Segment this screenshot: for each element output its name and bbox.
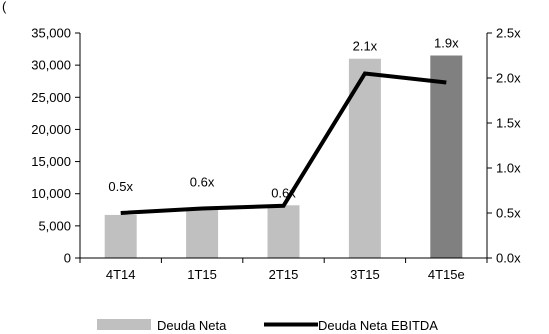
x-tick-label: 3T15 (350, 267, 380, 282)
left-tick-label: 15,000 (31, 154, 71, 169)
right-tick-label: 1.0x (496, 161, 521, 176)
left-tick-label: 25,000 (31, 90, 71, 105)
axes (79, 33, 488, 259)
legend-swatch-deuda-neta (97, 319, 151, 330)
bar-1T15 (186, 208, 219, 258)
right-tick-label: 2.0x (496, 71, 521, 86)
right-y-ticks: 0.0x 0.5x 1.0x 1.5x 2.0x 2.5x (487, 26, 521, 266)
left-tick-label: 20,000 (31, 122, 71, 137)
left-tick-label: 0 (64, 251, 71, 266)
data-label-2T15: 0.6x (271, 185, 296, 200)
legend: Deuda Neta Deuda Neta EBITDA (97, 318, 438, 333)
legend-label-deuda-neta-ebitda: Deuda Neta EBITDA (318, 318, 438, 333)
left-y-ticks: 0 5,000 10,000 15,000 20,000 25,000 30,000 35,0… (31, 26, 80, 266)
right-tick-label: 0.0x (496, 251, 521, 266)
x-tick-label: 4T14 (106, 267, 136, 282)
line-deuda-neta-ebitda (120, 71, 447, 215)
legend-label-deuda-neta: Deuda Neta (157, 318, 227, 333)
right-tick-label: 2.5x (496, 26, 521, 41)
bar-2T15 (267, 205, 300, 258)
left-tick-label: 30,000 (31, 58, 71, 73)
x-ticks: 4T14 1T15 2T15 3T15 4T15e (79, 258, 488, 282)
line-data-labels: 0.5x 0.6x 0.6x 2.1x 1.9x (108, 36, 459, 201)
bar-4T15e (430, 55, 463, 258)
x-tick-label: 4T15e (428, 267, 465, 282)
x-tick-label: 2T15 (269, 267, 299, 282)
data-label-3T15: 2.1x (353, 39, 378, 54)
data-label-4T14: 0.5x (108, 179, 133, 194)
left-tick-label: 35,000 (31, 26, 71, 41)
data-label-4T15e: 1.9x (434, 36, 459, 51)
bar-4T14 (104, 214, 137, 258)
bar-series (104, 55, 463, 258)
left-tick-label: 5,000 (38, 218, 71, 233)
right-tick-label: 1.5x (496, 116, 521, 131)
left-tick-label: 10,000 (31, 186, 71, 201)
data-label-1T15: 0.6x (190, 175, 215, 190)
chart-header-fragment: ( (2, 0, 7, 14)
right-tick-label: 0.5x (496, 206, 521, 221)
x-tick-label: 1T15 (187, 267, 217, 282)
line-series (120, 71, 447, 215)
